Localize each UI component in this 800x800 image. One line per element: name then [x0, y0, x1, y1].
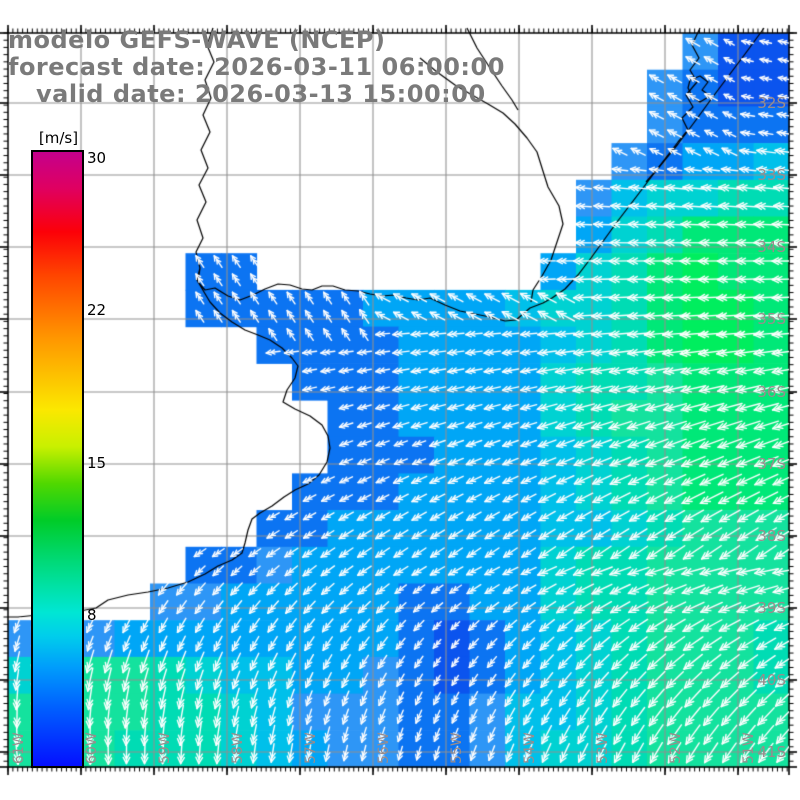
lon-label: 52W	[668, 732, 684, 764]
lat-label: 41S	[757, 743, 786, 761]
lat-label: 37S	[757, 455, 786, 473]
lat-label: 36S	[757, 383, 786, 401]
lat-label: 33S	[757, 166, 786, 184]
lon-label: 56W	[376, 732, 392, 764]
lon-label: 55W	[449, 732, 465, 764]
lat-label: 35S	[757, 310, 786, 328]
lat-label: 38S	[757, 527, 786, 545]
lon-label: 53W	[595, 732, 611, 764]
colorbar-tick-label: 15	[87, 454, 107, 472]
colorbar-unit-label: [m/s]	[38, 129, 79, 147]
lon-label: 58W	[230, 732, 246, 764]
lat-label: 40S	[757, 671, 786, 689]
lon-label: 60W	[84, 732, 100, 764]
lat-label: 39S	[757, 599, 786, 617]
colorbar	[31, 150, 84, 768]
lon-label: 54W	[522, 732, 538, 764]
lon-label: 57W	[303, 732, 319, 764]
lat-label: 34S	[757, 238, 786, 256]
colorbar-tick-label: 22	[87, 301, 107, 319]
colorbar-gradient	[33, 152, 82, 766]
lon-label: 61W	[11, 732, 27, 764]
lat-label: 32S	[757, 94, 786, 112]
colorbar-tick-label: 8	[87, 606, 97, 624]
colorbar-tick-label: 30	[87, 149, 107, 167]
lon-label: 59W	[157, 732, 173, 764]
lon-label: 51W	[741, 732, 757, 764]
